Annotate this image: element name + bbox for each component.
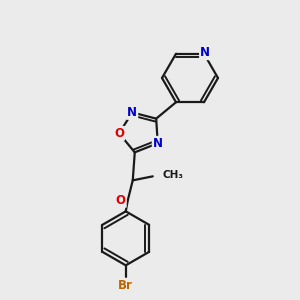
Text: N: N: [127, 106, 137, 119]
Text: O: O: [116, 194, 126, 207]
Text: CH₃: CH₃: [163, 170, 184, 180]
Text: N: N: [153, 137, 163, 150]
Text: O: O: [114, 127, 124, 140]
Text: N: N: [200, 46, 210, 59]
Text: Br: Br: [118, 279, 133, 292]
